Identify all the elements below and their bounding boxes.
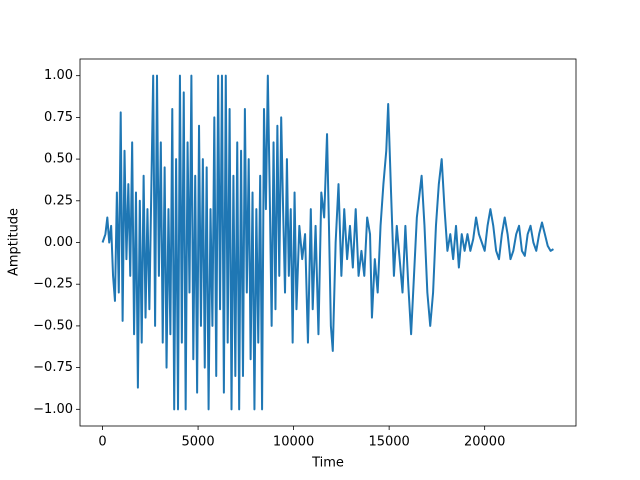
y-tick-label: 1.00: [44, 68, 73, 83]
y-tick-label: −0.25: [33, 277, 73, 292]
waveform-line: [101, 74, 554, 411]
x-tick-label: 5000: [182, 435, 215, 450]
y-axis-label: Amptitude: [7, 208, 22, 276]
x-tick-label: 0: [98, 435, 106, 450]
y-tick-label: 0.00: [44, 235, 73, 250]
y-tick-label: −0.75: [33, 360, 73, 375]
plot-frame: [79, 58, 577, 427]
x-axis-label: Time: [311, 456, 344, 471]
x-tick-label: 20000: [464, 435, 505, 450]
x-tick-label: 10000: [273, 435, 314, 450]
x-tick-label: 15000: [368, 435, 409, 450]
y-tick-label: −1.00: [33, 402, 73, 417]
y-tick-label: 0.25: [44, 193, 73, 208]
y-tick-label: 0.50: [44, 152, 73, 167]
y-tick-label: 0.75: [44, 110, 73, 125]
y-tick-label: −0.50: [33, 318, 73, 333]
